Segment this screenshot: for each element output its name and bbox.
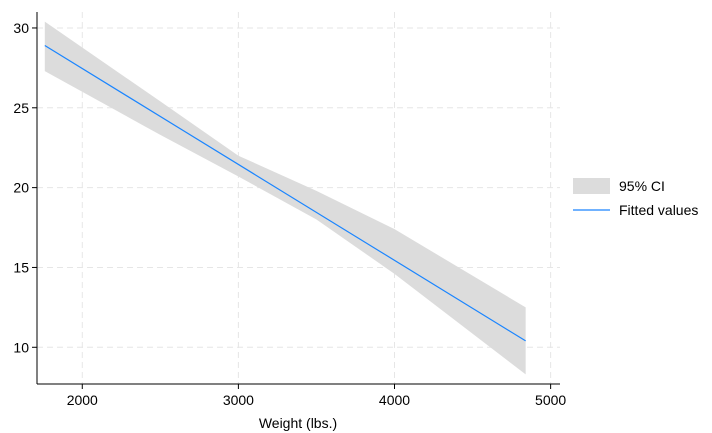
x-tick-label-0: 2000 [67,392,98,408]
x-tick-label-1: 3000 [223,392,254,408]
x-tick-label-2: 4000 [379,392,410,408]
x-axis-label: Weight (lbs.) [259,415,337,431]
legend: 95% CI Fitted values [573,178,698,218]
x-axis-ticks: 2000 3000 4000 5000 [67,384,566,408]
y-tick-label-3: 25 [13,100,29,116]
y-tick-label-0: 10 [13,339,29,355]
y-tick-label-4: 30 [13,20,29,36]
fitted-line [44,45,526,342]
x-tick-label-3: 5000 [535,392,566,408]
legend-label-fitted: Fitted values [619,202,698,218]
ci-band [44,21,526,375]
legend-label-ci: 95% CI [619,178,665,194]
legend-swatch-ci [573,178,610,194]
axes [36,12,560,385]
y-tick-label-2: 20 [13,180,29,196]
y-axis-ticks: 10 15 20 25 30 [13,20,37,355]
y-tick-label-1: 15 [13,259,29,275]
